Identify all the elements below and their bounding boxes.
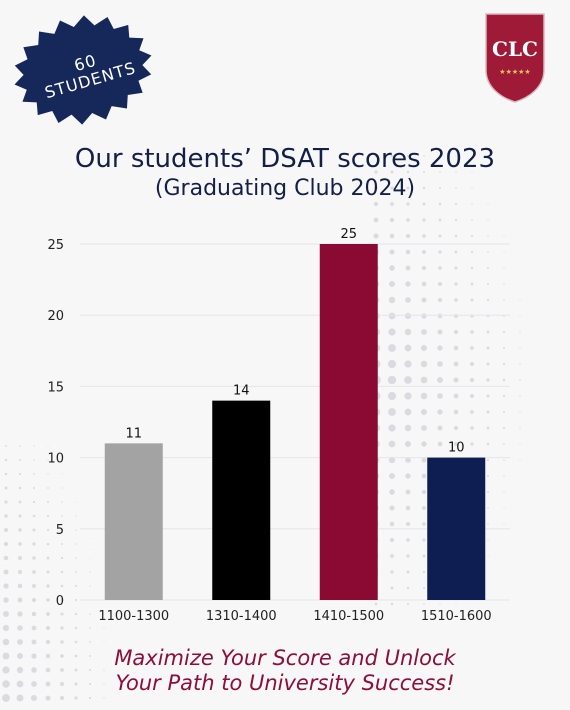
chart-subtitle: (Graduating Club 2024) [154,176,416,201]
halftone-dot [103,641,105,643]
halftone-dot [2,638,10,646]
bar-1510-1600 [427,457,486,600]
halftone-dot [45,695,51,701]
bar-1310-1400 [212,400,271,600]
clc-logo: CLC ★★★★★ [485,13,545,103]
student-count-badge: 60 STUDENTS [8,10,158,130]
tagline-line-2: Your Path to University Success! [115,671,455,695]
halftone-dot [487,203,489,205]
halftone-dot [406,202,410,206]
y-tick-label: 5 [56,523,64,538]
halftone-dot [89,641,91,643]
data-label: 11 [125,426,142,441]
data-label: 10 [448,441,465,456]
halftone-dot [471,203,473,205]
halftone-dot [438,202,442,206]
bar-1410-1500 [319,244,378,600]
halftone-dot [17,639,23,645]
logo-stars: ★★★★★ [499,68,530,76]
halftone-dot [422,202,426,206]
y-tick-label: 10 [47,452,64,467]
x-tick-label: 1410-1500 [313,609,384,624]
y-tick-label: 15 [47,380,64,395]
badge-starburst-shape [14,15,152,125]
halftone-dot [74,640,78,644]
halftone-dot [88,696,92,700]
tagline: Maximize Your Score and Unlock Your Path… [0,646,570,696]
halftone-dot [74,696,78,700]
halftone-dot [31,639,37,645]
logo-text: CLC [492,37,538,61]
y-tick-label: 25 [47,238,64,253]
x-tick-label: 1100-1300 [98,609,169,624]
x-tick-label: 1510-1600 [421,609,492,624]
x-tick-label: 1310-1400 [206,609,277,624]
halftone-dot [390,202,394,206]
data-label: 25 [340,227,357,242]
halftone-dot [45,639,51,645]
tagline-line-1: Maximize Your Score and Unlock [114,646,456,670]
chart-title: Our students’ DSAT scores 2023 [74,144,496,174]
halftone-dot [373,201,379,207]
y-tick-label: 0 [56,594,64,609]
bar-chart: 0 5 10 15 20 25 11 1100-1300 14 1310-1400 25 1410-1… [47,227,510,624]
halftone-dot [455,203,457,205]
halftone-dot [103,697,105,699]
bar-1100-1300 [104,443,163,600]
data-label: 14 [233,384,250,399]
halftone-dot [60,640,64,644]
halftone-dot [59,695,65,701]
y-tick-label: 20 [47,309,64,324]
